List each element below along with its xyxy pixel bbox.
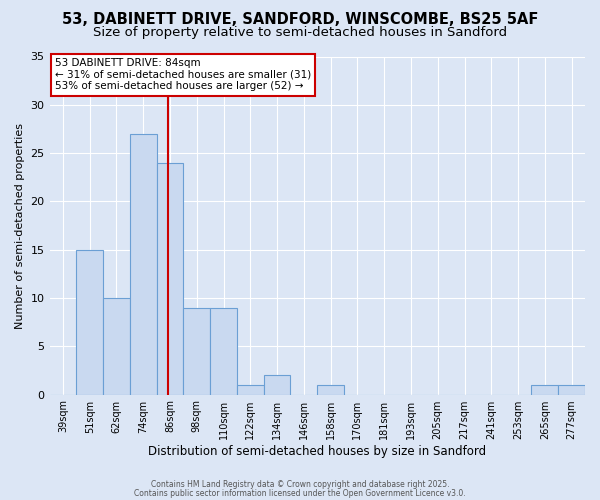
- Bar: [76, 250, 103, 394]
- Text: 53, DABINETT DRIVE, SANDFORD, WINSCOMBE, BS25 5AF: 53, DABINETT DRIVE, SANDFORD, WINSCOMBE,…: [62, 12, 538, 28]
- Bar: [558, 385, 585, 394]
- Y-axis label: Number of semi-detached properties: Number of semi-detached properties: [15, 122, 25, 328]
- Bar: [157, 163, 184, 394]
- Bar: [264, 376, 290, 394]
- Text: Size of property relative to semi-detached houses in Sandford: Size of property relative to semi-detach…: [93, 26, 507, 39]
- Bar: [237, 385, 264, 394]
- Bar: [103, 298, 130, 394]
- Text: Contains HM Land Registry data © Crown copyright and database right 2025.: Contains HM Land Registry data © Crown c…: [151, 480, 449, 489]
- Bar: [532, 385, 558, 394]
- X-axis label: Distribution of semi-detached houses by size in Sandford: Distribution of semi-detached houses by …: [148, 444, 487, 458]
- Bar: [130, 134, 157, 394]
- Bar: [210, 308, 237, 394]
- Bar: [317, 385, 344, 394]
- Text: Contains public sector information licensed under the Open Government Licence v3: Contains public sector information licen…: [134, 489, 466, 498]
- Text: 53 DABINETT DRIVE: 84sqm
← 31% of semi-detached houses are smaller (31)
53% of s: 53 DABINETT DRIVE: 84sqm ← 31% of semi-d…: [55, 58, 311, 92]
- Bar: [184, 308, 210, 394]
